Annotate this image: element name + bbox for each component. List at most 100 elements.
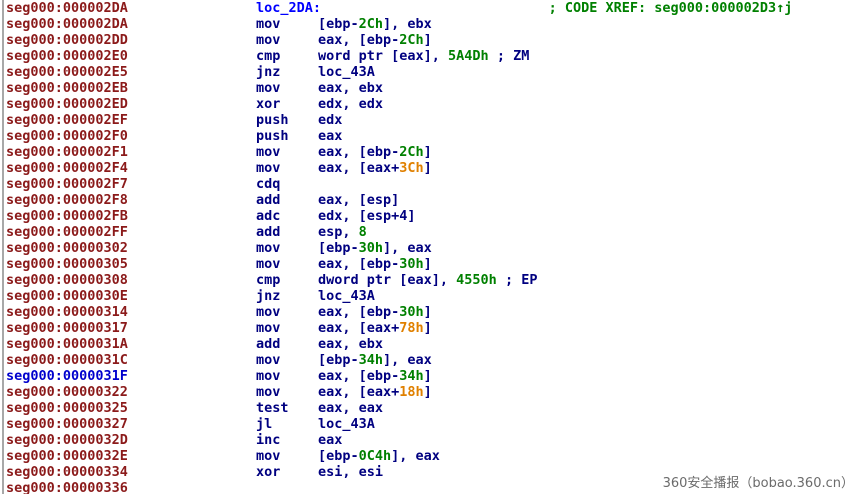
- label-comment-gap: [321, 0, 549, 16]
- instruction-operands[interactable]: eax, [eax+3Ch]: [318, 160, 432, 176]
- disassembly-line[interactable]: seg000:000002E5 jnz loc_43A: [6, 64, 866, 80]
- disassembly-line[interactable]: seg000:00000308 cmp dword ptr [eax], 4550h…: [6, 272, 866, 288]
- disassembly-line[interactable]: seg000:000002EF push edx: [6, 112, 866, 128]
- instruction-mnemonic: jl: [256, 416, 273, 432]
- instruction-operands[interactable]: esp, 8: [318, 224, 367, 240]
- instruction-mnemonic: push: [256, 112, 289, 128]
- instruction-operands[interactable]: eax: [318, 432, 343, 448]
- instruction-mnemonic: mov: [256, 144, 281, 160]
- instruction-operands[interactable]: loc_43A: [318, 416, 375, 432]
- instruction-mnemonic: mov: [256, 384, 281, 400]
- line-address: seg000:000002FF: [6, 224, 128, 240]
- disassembly-line[interactable]: seg000:00000336: [6, 480, 866, 494]
- instruction-mnemonic: jnz: [256, 64, 281, 80]
- xref-comment: ; CODE XREF: seg000:000002D3↑j: [548, 0, 793, 16]
- disassembly-line[interactable]: seg000:00000302 mov [ebp-30h], eax: [6, 240, 866, 256]
- disassembly-line[interactable]: seg000:0000032D inc eax: [6, 432, 866, 448]
- instruction-operands[interactable]: eax, [ebp-34h]: [318, 368, 432, 384]
- instruction-mnemonic: mov: [256, 256, 281, 272]
- line-address: seg000:000002F0: [6, 128, 128, 144]
- instruction-mnemonic: inc: [256, 432, 281, 448]
- instruction-operands[interactable]: [ebp-2Ch], ebx: [318, 16, 432, 32]
- instruction-operands[interactable]: eax, [esp]: [318, 192, 400, 208]
- disassembly-line[interactable]: seg000:0000032E mov [ebp-0C4h], eax: [6, 448, 866, 464]
- disassembly-line[interactable]: seg000:0000031F mov eax, [ebp-34h]: [6, 368, 866, 384]
- disassembly-line[interactable]: seg000:000002DA loc_2DA: ; CODE XREF: seg…: [6, 0, 866, 16]
- line-address: seg000:000002F8: [6, 192, 128, 208]
- instruction-operands[interactable]: eax, ebx: [318, 336, 384, 352]
- line-address: seg000:000002F1: [6, 144, 128, 160]
- instruction-operands[interactable]: [ebp-30h], eax: [318, 240, 432, 256]
- instruction-operands[interactable]: eax, [ebp-2Ch]: [318, 32, 432, 48]
- disassembly-line[interactable]: seg000:000002DA mov [ebp-2Ch], ebx: [6, 16, 866, 32]
- instruction-operands[interactable]: edx, edx: [318, 96, 384, 112]
- instruction-mnemonic: adc: [256, 208, 281, 224]
- disassembly-line[interactable]: seg000:000002FF add esp, 8: [6, 224, 866, 240]
- line-address: seg000:000002E5: [6, 64, 128, 80]
- instruction-mnemonic: xor: [256, 96, 281, 112]
- line-address: seg000:0000032E: [6, 448, 128, 464]
- disassembly-line-list[interactable]: seg000:000002DA loc_2DA: ; CODE XREF: seg…: [6, 0, 866, 494]
- disassembly-line[interactable]: seg000:000002EB mov eax, ebx: [6, 80, 866, 96]
- instruction-operands[interactable]: word ptr [eax], 5A4Dh: [318, 48, 489, 64]
- disassembly-line[interactable]: seg000:000002DD mov eax, [ebp-2Ch]: [6, 32, 866, 48]
- instruction-mnemonic: xor: [256, 464, 281, 480]
- line-address: seg000:00000302: [6, 240, 128, 256]
- instruction-operands[interactable]: eax, [ebp-30h]: [318, 304, 432, 320]
- instruction-mnemonic: push: [256, 128, 289, 144]
- disassembly-line[interactable]: seg000:0000031C mov [ebp-34h], eax: [6, 352, 866, 368]
- line-address: seg000:000002F7: [6, 176, 128, 192]
- watermark-text: 360安全播报（bobao.360.cn）: [662, 476, 854, 491]
- disassembly-line[interactable]: seg000:000002F8 add eax, [esp]: [6, 192, 866, 208]
- line-address: seg000:00000322: [6, 384, 128, 400]
- line-address: seg000:00000336: [6, 480, 128, 494]
- operand-comment-gap: [497, 272, 505, 288]
- instruction-operands[interactable]: loc_43A: [318, 64, 375, 80]
- instruction-operands[interactable]: edx: [318, 112, 343, 128]
- disassembly-line[interactable]: seg000:00000325 test eax, eax: [6, 400, 866, 416]
- instruction-mnemonic: add: [256, 336, 281, 352]
- disassembly-line[interactable]: seg000:000002FB adc edx, [esp+4]: [6, 208, 866, 224]
- disassembly-line[interactable]: seg000:0000030E jnz loc_43A: [6, 288, 866, 304]
- instruction-operands[interactable]: loc_43A: [318, 288, 375, 304]
- disassembly-line[interactable]: seg000:00000334 xor esi, esi: [6, 464, 866, 480]
- instruction-mnemonic: mov: [256, 32, 281, 48]
- instruction-operands[interactable]: edx, [esp+4]: [318, 208, 416, 224]
- instruction-operands[interactable]: esi, esi: [318, 464, 384, 480]
- instruction-mnemonic: cmp: [256, 48, 281, 64]
- instruction-operands[interactable]: eax, [ebp-2Ch]: [318, 144, 432, 160]
- line-address: seg000:00000308: [6, 272, 128, 288]
- instruction-operands[interactable]: eax, ebx: [318, 80, 384, 96]
- disassembly-line[interactable]: seg000:000002F0 push eax: [6, 128, 866, 144]
- line-address: seg000:000002ED: [6, 96, 128, 112]
- instruction-operands[interactable]: eax, [eax+18h]: [318, 384, 432, 400]
- disassembly-line[interactable]: seg000:0000031A add eax, ebx: [6, 336, 866, 352]
- line-address: seg000:0000032D: [6, 432, 128, 448]
- location-label[interactable]: loc_2DA:: [256, 0, 322, 16]
- line-address: seg000:000002EF: [6, 112, 128, 128]
- instruction-operands[interactable]: eax, [ebp-30h]: [318, 256, 432, 272]
- disassembly-line[interactable]: seg000:00000327 jl loc_43A: [6, 416, 866, 432]
- instruction-operands[interactable]: eax: [318, 128, 343, 144]
- disassembly-line[interactable]: seg000:000002E0 cmp word ptr [eax], 5A4Dh …: [6, 48, 866, 64]
- instruction-operands[interactable]: dword ptr [eax], 4550h: [318, 272, 497, 288]
- disassembly-line[interactable]: seg000:00000314 mov eax, [ebp-30h]: [6, 304, 866, 320]
- disassembly-line[interactable]: seg000:000002F4 mov eax, [eax+3Ch]: [6, 160, 866, 176]
- disassembly-line[interactable]: seg000:00000305 mov eax, [ebp-30h]: [6, 256, 866, 272]
- line-address: seg000:00000334: [6, 464, 128, 480]
- disassembly-line[interactable]: seg000:000002ED xor edx, edx: [6, 96, 866, 112]
- line-address: seg000:00000325: [6, 400, 128, 416]
- line-address: seg000:0000030E: [6, 288, 128, 304]
- instruction-operands[interactable]: eax, [eax+78h]: [318, 320, 432, 336]
- disassembly-line[interactable]: seg000:000002F7 cdq: [6, 176, 866, 192]
- disassembly-line[interactable]: seg000:00000317 mov eax, [eax+78h]: [6, 320, 866, 336]
- inline-comment: ; EP: [504, 272, 538, 288]
- disassembly-line[interactable]: seg000:00000322 mov eax, [eax+18h]: [6, 384, 866, 400]
- instruction-operands[interactable]: eax, eax: [318, 400, 384, 416]
- instruction-operands[interactable]: [ebp-34h], eax: [318, 352, 432, 368]
- line-address: seg000:000002DA: [6, 16, 128, 32]
- disassembly-line[interactable]: seg000:000002F1 mov eax, [ebp-2Ch]: [6, 144, 866, 160]
- line-address: seg000:00000314: [6, 304, 128, 320]
- instruction-operands[interactable]: [ebp-0C4h], eax: [318, 448, 440, 464]
